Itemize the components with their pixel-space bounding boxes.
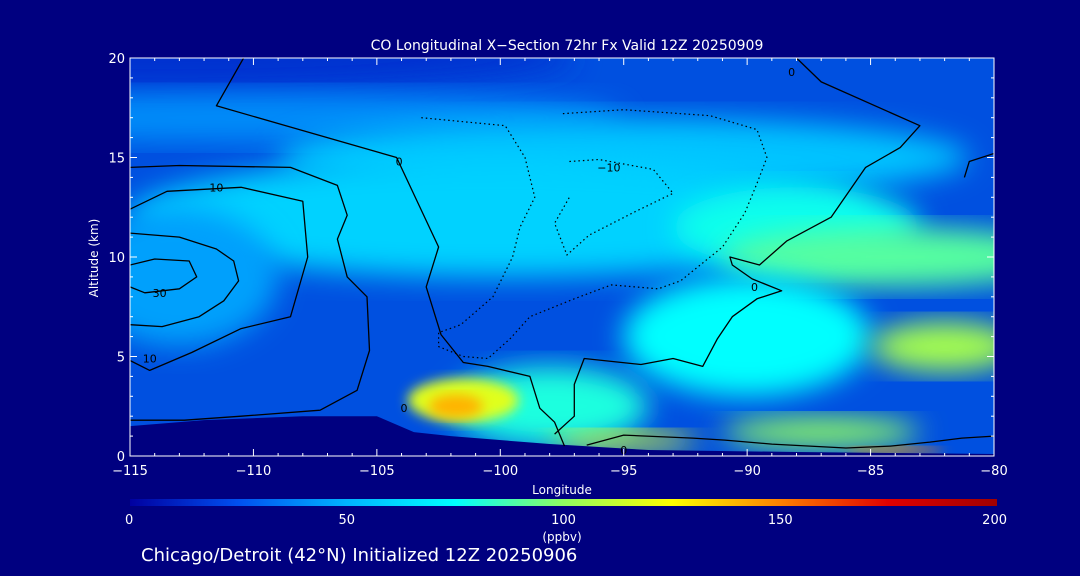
contour-label: 0 [401, 402, 408, 415]
contour-line [130, 232, 240, 328]
x-tick-label: −90 [733, 464, 760, 479]
y-axis-label: Altitude (km) [87, 219, 101, 298]
contour-line [553, 158, 674, 256]
y-tick-label: 10 [108, 251, 125, 266]
contour-line [586, 434, 994, 449]
contour-line [130, 258, 198, 294]
co-field-region [870, 321, 994, 372]
contour-line [421, 109, 768, 360]
co-concentration-field [130, 58, 994, 454]
chart-title: CO Longitudinal X−Section 72hr Fx Valid … [371, 38, 764, 54]
y-axis: 0 5 10 15 20 [108, 52, 994, 465]
contour-label: 0 [396, 155, 403, 168]
terrain-mask [130, 416, 994, 456]
contour-label: 10 [209, 181, 223, 194]
contour-line [130, 186, 309, 372]
contour-label: 10 [143, 352, 157, 365]
colorbar-tick-label: 50 [338, 513, 355, 528]
x-tick-label: −115 [112, 464, 148, 479]
x-tick-label: −80 [980, 464, 1007, 479]
x-axis: −115 −110 −105 −100 −95 −90 −85 −80 [112, 58, 1008, 479]
contour-line [554, 58, 921, 435]
x-axis-label: Longitude [532, 483, 592, 497]
co-field-region [130, 157, 871, 277]
co-field-region [130, 58, 575, 90]
co-field-region [623, 276, 871, 397]
x-tick-label: −85 [857, 464, 884, 479]
y-tick-label: 20 [108, 52, 125, 67]
contour-label: 0 [751, 281, 758, 294]
co-field-region [722, 417, 920, 448]
contour-label: 30 [153, 287, 167, 300]
co-anomaly-contours [130, 58, 994, 449]
contour-label: −10 [597, 161, 620, 174]
y-tick-label: 0 [117, 450, 125, 465]
colorbar-ticks: 0 50 100 150 200 [125, 513, 1007, 528]
x-tick-label: −95 [610, 464, 637, 479]
contour-label: 0 [788, 66, 795, 79]
contour-line [215, 58, 566, 447]
co-field-region [130, 207, 279, 347]
colorbar [130, 499, 997, 506]
colorbar-unit-label: (ppbv) [542, 530, 581, 544]
contour-line [963, 152, 994, 178]
colorbar-tick-label: 0 [125, 513, 133, 528]
colorbar-tick-label: 150 [768, 513, 793, 528]
colorbar-tick-label: 100 [551, 513, 576, 528]
colorbar-tick-label: 200 [982, 513, 1007, 528]
y-tick-label: 5 [117, 351, 125, 366]
y-tick-label: 15 [108, 152, 125, 167]
plot-area: 0−101003010000 [130, 58, 994, 456]
co-field-region [428, 394, 484, 419]
contour-line [130, 164, 371, 421]
co-field-region [722, 227, 994, 287]
x-tick-label: −100 [482, 464, 518, 479]
footer-caption: Chicago/Detroit (42°N) Initialized 12Z 2… [141, 545, 577, 566]
x-tick-label: −105 [359, 464, 395, 479]
x-tick-label: −110 [236, 464, 272, 479]
